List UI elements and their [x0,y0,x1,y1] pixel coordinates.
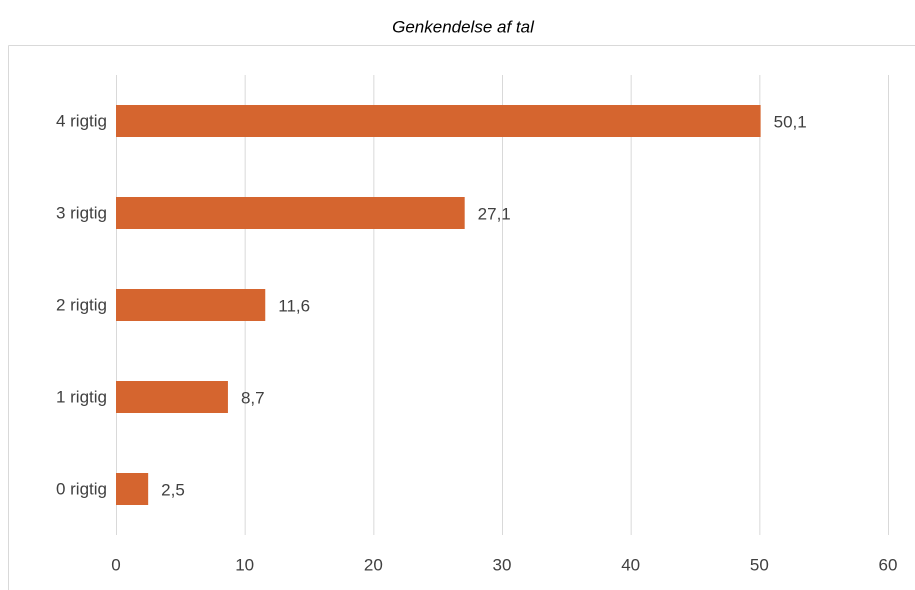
x-tick-label: 50 [750,555,769,574]
x-tick-label: 40 [621,555,640,574]
x-tick-label: 0 [111,555,120,574]
chart-title: Genkendelse af tal [392,17,535,36]
x-tick-label: 10 [235,555,254,574]
y-tick-label: 4 rigtig [56,111,107,130]
y-tick-label: 3 rigtig [56,203,107,222]
bar [116,197,465,229]
data-label: 50,1 [774,112,807,131]
x-tick-label: 30 [493,555,512,574]
bar [116,473,149,505]
y-tick-label: 1 rigtig [56,387,107,406]
x-tick-label: 60 [879,555,898,574]
data-label: 27,1 [478,204,511,223]
y-tick-label: 2 rigtig [56,295,107,314]
x-tick-label: 20 [364,555,383,574]
bar [116,105,761,137]
data-label: 8,7 [241,388,265,407]
bar [116,289,266,321]
y-tick-label: 0 rigtig [56,479,107,498]
data-label: 11,6 [278,296,310,315]
data-label: 2,5 [161,480,185,499]
bar [116,381,228,413]
